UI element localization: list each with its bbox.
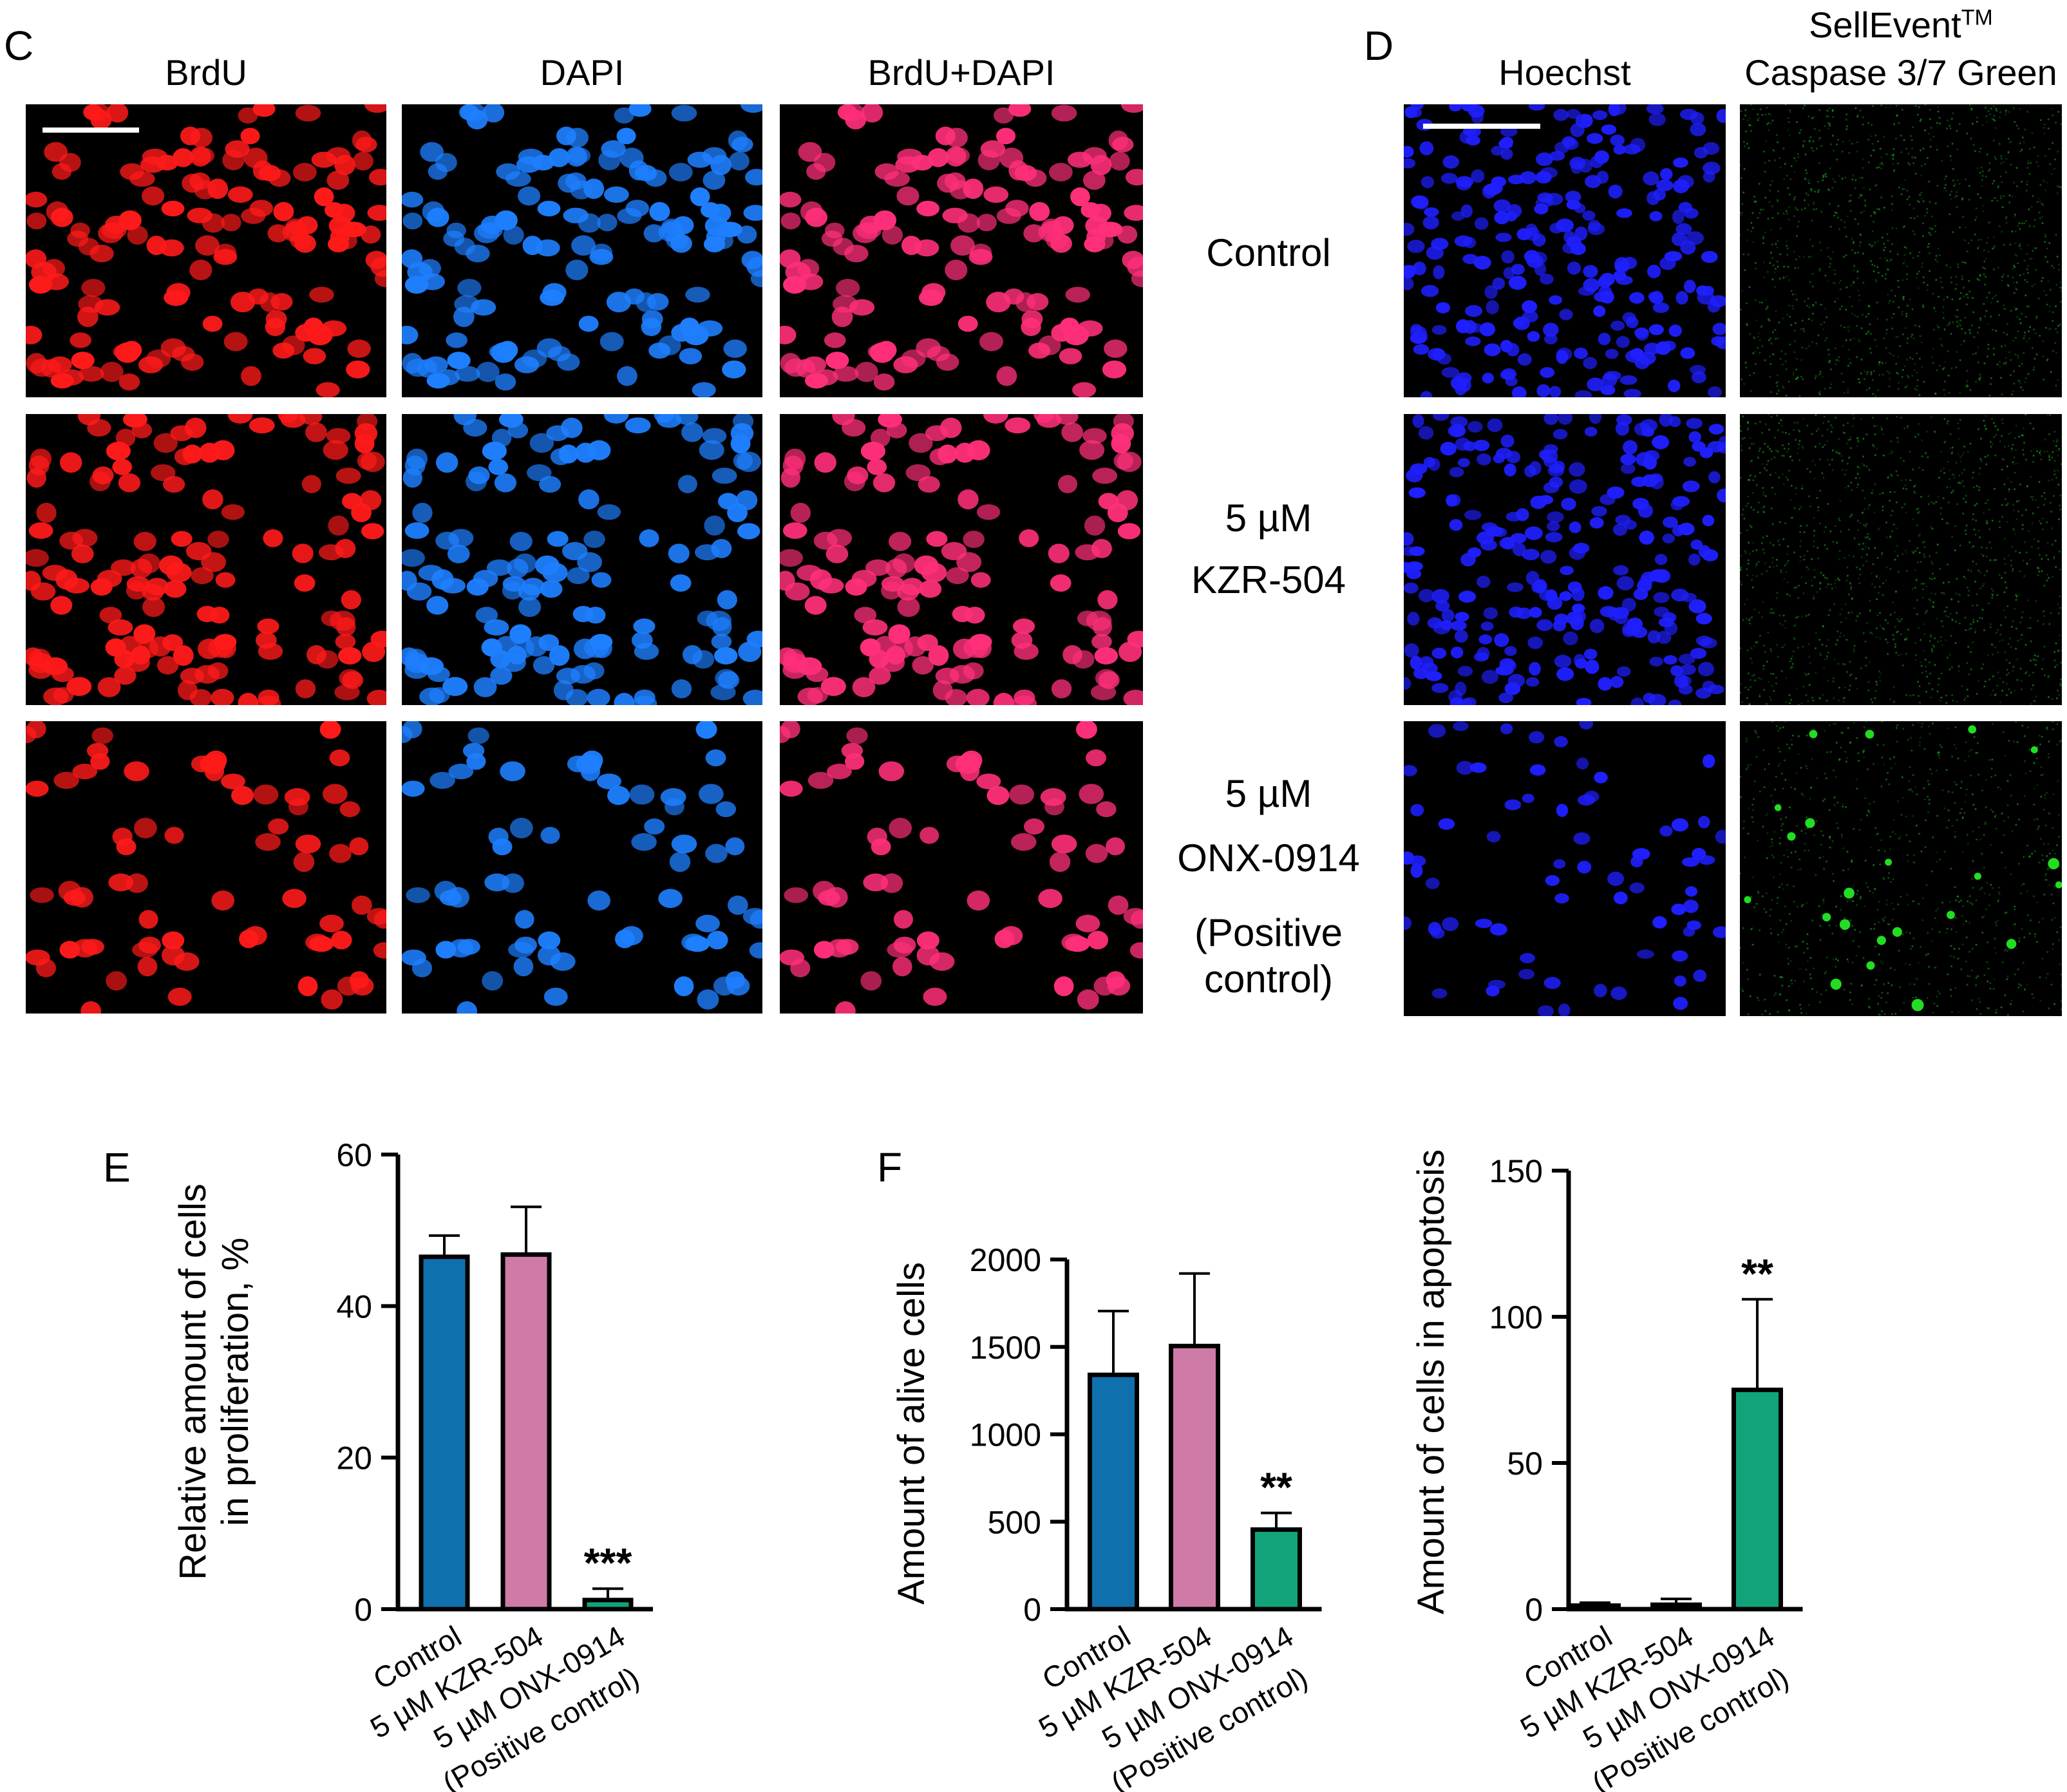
micrograph-dapi-onx0914 <box>402 721 762 1014</box>
chart3-bar-2 <box>1732 1388 1783 1612</box>
panel-letter-f: F <box>877 1144 903 1191</box>
micrograph-brdu-kzr504 <box>26 414 386 705</box>
row-label-onx-dose: 5 µM <box>1225 772 1312 815</box>
micrograph-hoechst-onx0914 <box>1404 721 1726 1016</box>
chart1-tick-label-0: 0 <box>354 1592 372 1628</box>
chart3-tick-label-0: 0 <box>1525 1592 1543 1628</box>
chart1-ylabel-line-0: Relative amount of cells <box>172 1184 214 1580</box>
row-label-kzr-name: KZR-504 <box>1191 558 1346 601</box>
chart3-bar-0 <box>1569 1603 1621 1612</box>
chart2-bar-0 <box>1088 1372 1139 1612</box>
row-label-control: Control <box>1206 231 1331 274</box>
micrograph-dapi-kzr504 <box>402 414 762 705</box>
chart1-significance-2: *** <box>584 1540 632 1586</box>
chart1-bar-0 <box>419 1254 470 1612</box>
micrograph-merge-control <box>780 104 1143 397</box>
panel-letter-c: C <box>4 23 34 69</box>
chart2-tick-label-2: 1000 <box>970 1417 1041 1453</box>
chart3-tick-label-1: 50 <box>1507 1446 1543 1482</box>
row-label-onx-name: ONX-0914 <box>1177 836 1360 880</box>
micrograph-caspase-control <box>1740 104 2062 397</box>
chart2-tick-label-4: 2000 <box>970 1242 1041 1278</box>
panel-letter-e: E <box>103 1144 131 1191</box>
column-title-dapi: DAPI <box>540 52 625 93</box>
column-title-hoechst: Hoechst <box>1498 52 1631 93</box>
scale-bar-d <box>1423 124 1540 129</box>
micrograph-dapi-control <box>402 104 762 397</box>
micrograph-merge-onx0914 <box>780 721 1143 1014</box>
chart1-tick-label-1: 20 <box>336 1440 372 1476</box>
chart3-significance-2: ** <box>1741 1250 1773 1297</box>
micrograph-merge-kzr504 <box>780 414 1143 705</box>
micrograph-caspase-onx0914 <box>1740 721 2062 1016</box>
trademark-sup: TM <box>1961 5 1993 30</box>
chart1-bar-1 <box>500 1252 552 1612</box>
chart3-tick-label-2: 100 <box>1489 1299 1543 1335</box>
chart3-bar-1 <box>1650 1602 1702 1612</box>
sellevent-label: SellEvent <box>1809 5 1961 45</box>
row-label-onx-note-2: control) <box>1203 957 1334 1001</box>
micrograph-hoechst-kzr504 <box>1404 414 1726 705</box>
micrograph-brdu-onx0914 <box>26 721 386 1014</box>
chart2-tick-label-0: 0 <box>1023 1592 1041 1628</box>
chart1-tick-label-3: 60 <box>336 1137 372 1173</box>
column-title-sellevent: SellEventTM <box>1740 4 2062 46</box>
chart2-bar-2 <box>1251 1527 1302 1612</box>
column-title-brdu-dapi: BrdU+DAPI <box>867 52 1055 93</box>
chart2-significance-2: ** <box>1260 1464 1292 1511</box>
row-label-onx-note-1: (Positive <box>1194 911 1343 954</box>
chart3-ylabel-line-0: Amount of cells in apoptosis <box>1410 1149 1452 1614</box>
panel-letter-d: D <box>1364 23 1394 69</box>
chart2-bar-1 <box>1169 1343 1220 1612</box>
chart2-tick-label-3: 1500 <box>970 1330 1041 1366</box>
chart2-tick-label-1: 500 <box>988 1504 1041 1540</box>
scale-bar-c <box>42 127 139 133</box>
chart1-ylabel-line-1: in proliferation, % <box>214 1238 256 1526</box>
chart1-bar-2 <box>582 1598 634 1612</box>
chart2-ylabel-line-0: Amount of alive cells <box>891 1262 932 1605</box>
micrograph-caspase-kzr504 <box>1740 414 2062 705</box>
column-title-brdu: BrdU <box>165 52 247 93</box>
column-title-caspase: Caspase 3/7 Green <box>1744 52 2057 93</box>
chart1-tick-label-2: 40 <box>336 1288 372 1325</box>
row-label-kzr-dose: 5 µM <box>1225 496 1312 540</box>
micrograph-brdu-control <box>26 104 386 397</box>
chart3-tick-label-3: 150 <box>1489 1153 1543 1189</box>
micrograph-hoechst-control <box>1404 104 1726 397</box>
